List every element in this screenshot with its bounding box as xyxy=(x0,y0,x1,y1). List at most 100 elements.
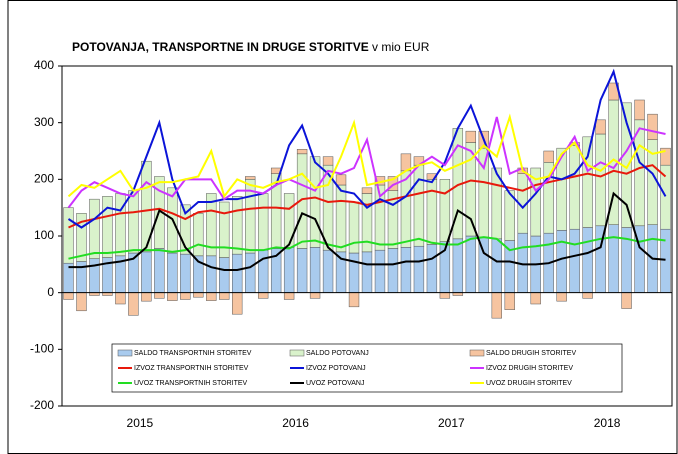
bar xyxy=(465,235,477,293)
bar xyxy=(283,292,295,300)
bar xyxy=(621,292,632,309)
legend-label: IZVOZ POTOVANJ xyxy=(306,365,366,372)
bar xyxy=(647,113,658,140)
bar xyxy=(193,292,204,298)
bar xyxy=(257,292,269,299)
bar xyxy=(296,248,308,293)
bar xyxy=(128,292,139,316)
x-tick-label: 2017 xyxy=(438,416,465,430)
bar xyxy=(660,228,671,293)
bar xyxy=(556,147,567,231)
x-tick-label: 2016 xyxy=(282,416,309,430)
bar xyxy=(413,164,425,247)
bar xyxy=(582,136,593,228)
bar xyxy=(102,196,113,258)
y-tick-label: 100 xyxy=(34,228,54,242)
bar xyxy=(335,174,347,186)
bar xyxy=(89,258,100,293)
bar xyxy=(348,201,360,254)
bar xyxy=(530,167,541,237)
legend-label: UVOZ TRANSPORTNIH STORITEV xyxy=(134,380,248,387)
y-tick-label: 300 xyxy=(34,115,54,129)
bar xyxy=(335,184,347,253)
bar xyxy=(232,196,243,255)
bar xyxy=(608,224,619,293)
bar xyxy=(232,253,243,293)
legend-label: SALDO POTOVANJ xyxy=(306,350,369,357)
bar xyxy=(478,147,489,238)
bar xyxy=(361,187,373,194)
bar xyxy=(115,193,126,257)
bar xyxy=(595,133,606,227)
bar xyxy=(257,193,269,251)
bar xyxy=(309,292,321,299)
bar xyxy=(193,213,204,257)
bar xyxy=(439,179,451,242)
bar xyxy=(426,179,438,245)
line xyxy=(68,236,666,260)
bar xyxy=(154,248,165,293)
x-tick-label: 2018 xyxy=(594,416,621,430)
bar xyxy=(219,292,230,300)
bar xyxy=(504,292,515,310)
y-tick-label: 0 xyxy=(47,285,54,299)
bar xyxy=(154,292,165,299)
legend-label: SALDO DRUGIH STORITEV xyxy=(486,350,576,357)
subtitle: v mio EUR xyxy=(372,40,430,54)
bar xyxy=(63,207,74,264)
bar xyxy=(245,252,256,293)
bar xyxy=(309,247,321,293)
bar xyxy=(387,248,399,293)
bar xyxy=(452,238,464,293)
bar xyxy=(374,249,386,293)
y-tick-label: -100 xyxy=(30,342,54,356)
bar xyxy=(167,292,178,301)
bar xyxy=(219,201,230,258)
bar xyxy=(206,292,217,301)
bar xyxy=(76,292,87,312)
legend-swatch xyxy=(469,349,485,357)
legend-label: IZVOZ DRUGIH STORITEV xyxy=(486,365,573,372)
bar xyxy=(219,257,230,293)
y-tick-label: 200 xyxy=(34,172,54,186)
bar xyxy=(569,145,580,230)
bar xyxy=(465,130,477,143)
bar xyxy=(257,249,269,293)
bar xyxy=(582,292,593,299)
bar xyxy=(634,99,645,121)
legend-label: IZVOZ TRANSPORTNIH STORITEV xyxy=(134,365,249,372)
bar xyxy=(115,292,126,305)
bar xyxy=(348,292,360,308)
bar xyxy=(361,251,373,293)
bar xyxy=(504,190,515,241)
bar xyxy=(206,255,217,293)
bar xyxy=(595,119,606,135)
bar xyxy=(128,190,139,254)
bar xyxy=(621,227,632,293)
chart-title: POTOVANJA, TRANSPORTNE IN DRUGE STORITVE… xyxy=(72,40,430,54)
legend-box xyxy=(111,343,623,393)
bar xyxy=(296,149,308,155)
legend-label: UVOZ POTOVANJ xyxy=(306,380,364,387)
bar xyxy=(141,292,152,302)
bar xyxy=(167,252,178,293)
bar xyxy=(426,173,438,180)
bar xyxy=(491,292,502,319)
bar xyxy=(206,193,217,257)
legend-label: UVOZ DRUGIH STORITEV xyxy=(486,380,572,387)
bar xyxy=(491,238,502,293)
bar xyxy=(530,292,541,305)
bar xyxy=(556,230,567,293)
line xyxy=(68,191,666,271)
bar xyxy=(63,292,74,300)
bar xyxy=(413,245,425,293)
bar xyxy=(439,292,451,299)
bar xyxy=(232,292,243,315)
bar xyxy=(89,198,100,259)
bar xyxy=(283,193,295,248)
bar xyxy=(556,292,567,302)
bar xyxy=(543,150,554,163)
bar xyxy=(180,204,191,255)
x-tick-label: 2015 xyxy=(127,416,154,430)
bar xyxy=(141,251,152,293)
